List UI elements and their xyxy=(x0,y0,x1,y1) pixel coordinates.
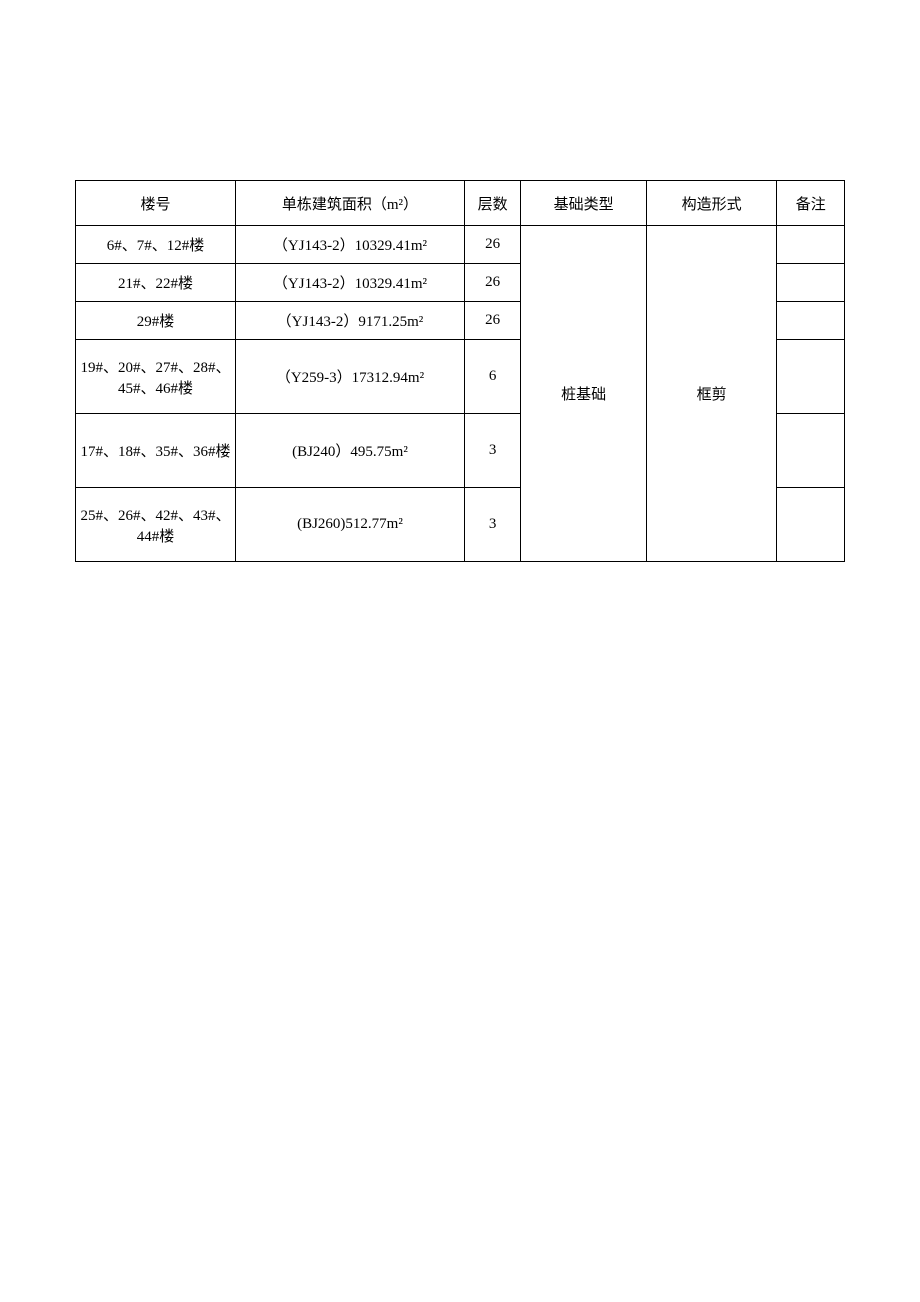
cell-remark xyxy=(777,264,845,302)
cell-floors: 26 xyxy=(464,302,521,340)
col-header-remark: 备注 xyxy=(777,181,845,226)
cell-building: 19#、20#、27#、28#、45#、46#楼 xyxy=(76,340,236,414)
table-row: 6#、7#、12#楼 （YJ143-2）10329.41m² 26 桩基础 框剪 xyxy=(76,226,845,264)
cell-building: 25#、26#、42#、43#、44#楼 xyxy=(76,488,236,562)
cell-remark xyxy=(777,414,845,488)
document-page: 楼号 单栋建筑面积（m²） 层数 基础类型 构造形式 备注 6#、7#、12#楼… xyxy=(0,0,920,562)
cell-remark xyxy=(777,340,845,414)
col-header-foundation: 基础类型 xyxy=(521,181,646,226)
cell-area: (BJ240）495.75m² xyxy=(236,414,465,488)
cell-area: （Y259-3）17312.94m² xyxy=(236,340,465,414)
col-header-structure: 构造形式 xyxy=(646,181,777,226)
col-header-floors: 层数 xyxy=(464,181,521,226)
cell-building: 29#楼 xyxy=(76,302,236,340)
cell-floors: 3 xyxy=(464,488,521,562)
cell-floors: 6 xyxy=(464,340,521,414)
cell-area: （YJ143-2）10329.41m² xyxy=(236,264,465,302)
cell-structure-merged: 框剪 xyxy=(646,226,777,562)
cell-area: (BJ260)512.77m² xyxy=(236,488,465,562)
building-info-table: 楼号 单栋建筑面积（m²） 层数 基础类型 构造形式 备注 6#、7#、12#楼… xyxy=(75,180,845,562)
cell-area: （YJ143-2）10329.41m² xyxy=(236,226,465,264)
cell-building: 17#、18#、35#、36#楼 xyxy=(76,414,236,488)
table-header-row: 楼号 单栋建筑面积（m²） 层数 基础类型 构造形式 备注 xyxy=(76,181,845,226)
col-header-building: 楼号 xyxy=(76,181,236,226)
cell-remark xyxy=(777,226,845,264)
col-header-area: 单栋建筑面积（m²） xyxy=(236,181,465,226)
cell-remark xyxy=(777,302,845,340)
cell-floors: 26 xyxy=(464,226,521,264)
cell-remark xyxy=(777,488,845,562)
cell-foundation-merged: 桩基础 xyxy=(521,226,646,562)
cell-floors: 26 xyxy=(464,264,521,302)
cell-floors: 3 xyxy=(464,414,521,488)
cell-building: 21#、22#楼 xyxy=(76,264,236,302)
cell-area: （YJ143-2）9171.25m² xyxy=(236,302,465,340)
table-body: 6#、7#、12#楼 （YJ143-2）10329.41m² 26 桩基础 框剪… xyxy=(76,226,845,562)
cell-building: 6#、7#、12#楼 xyxy=(76,226,236,264)
